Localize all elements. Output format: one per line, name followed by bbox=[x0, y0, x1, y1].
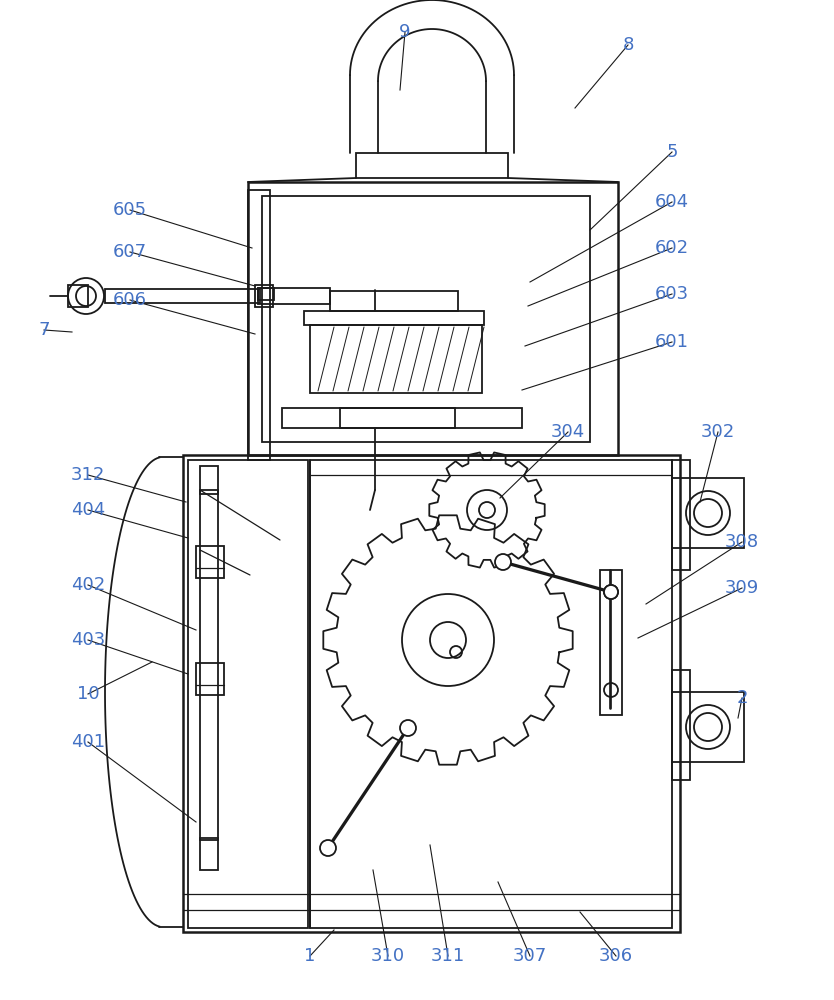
Bar bbox=[282, 408, 522, 428]
Bar bbox=[258, 288, 330, 304]
Circle shape bbox=[400, 720, 416, 736]
Bar bbox=[255, 285, 273, 307]
Circle shape bbox=[495, 554, 511, 570]
Bar bbox=[340, 408, 455, 428]
Bar bbox=[672, 670, 690, 780]
Text: 602: 602 bbox=[655, 239, 689, 257]
Bar bbox=[600, 570, 622, 715]
Text: 606: 606 bbox=[113, 291, 147, 309]
Text: 603: 603 bbox=[655, 285, 689, 303]
Bar bbox=[258, 288, 274, 300]
Bar bbox=[330, 291, 458, 311]
Bar bbox=[248, 182, 618, 455]
Text: 310: 310 bbox=[371, 947, 405, 965]
Text: 601: 601 bbox=[655, 333, 689, 351]
Bar bbox=[248, 190, 270, 460]
Bar bbox=[304, 311, 484, 325]
Bar bbox=[310, 460, 672, 928]
Circle shape bbox=[320, 840, 336, 856]
Text: 308: 308 bbox=[725, 533, 759, 551]
Text: 1: 1 bbox=[304, 947, 316, 965]
Bar bbox=[356, 153, 508, 178]
Bar bbox=[200, 466, 218, 494]
Text: 7: 7 bbox=[38, 321, 50, 339]
Bar bbox=[196, 546, 224, 578]
Text: 311: 311 bbox=[431, 947, 465, 965]
Bar bbox=[200, 490, 218, 840]
Text: 404: 404 bbox=[71, 501, 105, 519]
Text: 309: 309 bbox=[725, 579, 759, 597]
Text: 8: 8 bbox=[622, 36, 634, 54]
Text: 5: 5 bbox=[666, 143, 678, 161]
Text: 307: 307 bbox=[513, 947, 547, 965]
Bar bbox=[188, 460, 308, 928]
Text: 605: 605 bbox=[113, 201, 147, 219]
Text: 2: 2 bbox=[736, 689, 748, 707]
Text: 304: 304 bbox=[551, 423, 585, 441]
Text: 604: 604 bbox=[655, 193, 689, 211]
Bar bbox=[68, 285, 88, 307]
Bar bbox=[310, 325, 482, 393]
Text: 9: 9 bbox=[399, 23, 411, 41]
Bar bbox=[196, 663, 224, 695]
Bar bbox=[105, 289, 260, 303]
Bar bbox=[183, 455, 680, 932]
Bar bbox=[672, 460, 690, 570]
Bar bbox=[262, 196, 590, 442]
Bar bbox=[672, 692, 744, 762]
Text: 306: 306 bbox=[599, 947, 633, 965]
Text: 402: 402 bbox=[71, 576, 105, 594]
Circle shape bbox=[604, 585, 618, 599]
Bar bbox=[672, 478, 744, 548]
Bar bbox=[200, 838, 218, 870]
Text: 302: 302 bbox=[701, 423, 735, 441]
Text: 312: 312 bbox=[71, 466, 105, 484]
Text: 607: 607 bbox=[113, 243, 147, 261]
Text: 10: 10 bbox=[77, 685, 99, 703]
Text: 401: 401 bbox=[71, 733, 105, 751]
Text: 403: 403 bbox=[71, 631, 105, 649]
